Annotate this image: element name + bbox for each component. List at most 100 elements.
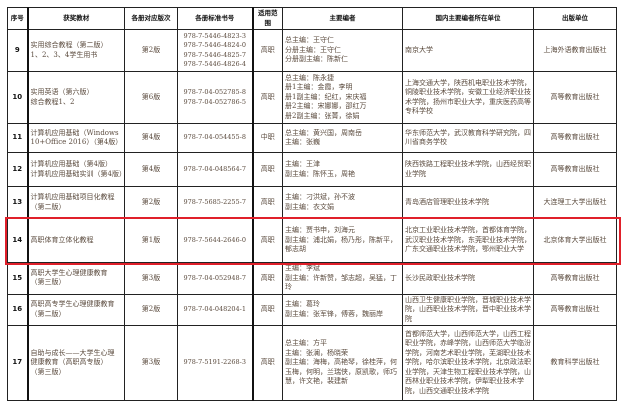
units-text: 北京工业职业技术学院，首都体育学院，武汉职业技术学院，东莞职业技术学院，广东交通… <box>405 226 531 254</box>
scope: 高职 <box>251 152 283 187</box>
publisher-text: 高等教育出版社 <box>550 133 600 142</box>
title-line: 计算机应用基础（第4版） <box>30 160 112 168</box>
row-number-text: 17 <box>12 358 23 367</box>
row-number: 12 <box>7 152 28 187</box>
scope: 高职 <box>251 71 283 124</box>
title-line: 1、2、3、4学生用书 <box>30 50 98 59</box>
row-number: 11 <box>7 123 28 153</box>
isbn-line: 978-7-04-054455-8 <box>183 133 247 142</box>
editors-line: 总主编：黄兴国，周南岳 <box>285 128 362 137</box>
isbn-line: 978-7-5446-4826-4 <box>183 60 247 68</box>
units-text: 华东师范大学，武汉教育科学研究院，四川省商务学校 <box>405 128 531 147</box>
publisher: 上海外语教育出版社 <box>533 29 617 72</box>
row-number: 17 <box>7 325 28 401</box>
editors-line: 副主编：浦北娟，杨乃彤，陈新平，郁志胡 <box>285 235 397 254</box>
table-row: 12 计算机应用基础（第4版） 计算机应用基础实训（第4版） 第4版 978-7-04-… <box>7 152 617 187</box>
editors: 主编：王津 副主编：陈怀玉，周艳 <box>282 152 403 187</box>
edition-text: 第4版 <box>141 133 161 142</box>
edition-text: 第2版 <box>141 45 161 54</box>
publisher-text: 高等教育出版社 <box>550 305 600 313</box>
isbn: 978-7-5644-2646-0 <box>177 218 253 263</box>
scope-text: 高职 <box>260 45 275 54</box>
edition: 第2版 <box>124 29 178 72</box>
edition-text: 第4版 <box>141 164 161 173</box>
units-text: 首都师范大学，山西师范大学，山西工程职业学院，赤峰学院，山西师范大学临汾学院，河… <box>405 329 531 395</box>
publisher: 大连理工大学出版社 <box>533 186 617 219</box>
textbook-title: 计算机应用基础项目化教程 （第二版） <box>26 186 125 219</box>
title-line: 高职大学生心理健康教育 <box>30 268 108 277</box>
title-line: 10+Office 2016）（第4版） <box>30 138 123 146</box>
header-row: 序号 获奖教材 各册对应版次 各册标准书号 适用范围 主要编者 国内主要编者所在… <box>7 7 617 30</box>
row-number: 15 <box>7 262 28 295</box>
units: 山西卫生健康职业学院，晋城职业技术学院，山西职业技术学院，晋中职业技术学院 <box>402 293 534 326</box>
row-number-text: 9 <box>14 45 20 54</box>
edition: 第3版 <box>124 325 178 401</box>
isbn-line: 978-7-04-052786-5 <box>183 97 247 106</box>
editors-line: 分册副主编：陈新仁 <box>285 55 348 64</box>
editors-line: 分册主编：王守仁 <box>285 45 341 54</box>
isbn: 978-7-04-052948-7 <box>177 262 253 295</box>
edition-text: 第1版 <box>141 235 161 244</box>
title-line: 计算机应用基础项目化教程 <box>30 193 115 201</box>
isbn: 978-7-5685-2255-7 <box>177 186 253 219</box>
editors: 主编：刁洪斌，孙不波 副主编：衣文娟 <box>282 186 403 219</box>
editors-line: 主编：王津 <box>285 160 320 168</box>
units-text: 陕西铁路工程职业技术学院，山西经贸职业学院 <box>405 160 531 178</box>
row-number: 9 <box>7 29 28 72</box>
textbook-title: 高职体育立体化教程 <box>26 218 125 263</box>
editors-line: 册2主编：宋娜娜，邵红万 <box>285 102 367 111</box>
publisher-text: 教育科学出版社 <box>550 358 600 367</box>
scope-text: 高职 <box>260 305 275 313</box>
publisher: 高等教育出版社 <box>533 293 617 326</box>
title-line: （第二版） <box>30 202 66 211</box>
editors: 总主编：王守仁 分册主编：王守仁 分册副主编：陈新仁 <box>282 29 403 72</box>
publisher-text: 高等教育出版社 <box>550 273 600 282</box>
textbook-title: 高职高专学生心理健康教育 （第二版） <box>26 293 125 326</box>
row-number: 14 <box>7 218 28 263</box>
editors-line: 主编：贾书申，刘海元 <box>285 226 355 235</box>
scope: 高职 <box>251 293 283 326</box>
title-line: 实用英语（第六版） <box>30 88 94 96</box>
edition-text: 第3版 <box>141 358 161 367</box>
units: 南京大学 <box>402 29 534 72</box>
header-isbn: 各册标准书号 <box>177 7 253 30</box>
header-scope: 适用范围 <box>251 7 283 30</box>
row-number: 13 <box>7 186 28 219</box>
edition-text: 第3版 <box>141 273 161 282</box>
textbook-title: 实用英语（第六版） 综合教程1、2 <box>26 71 125 124</box>
title-line: 实用综合教程（第二版） <box>30 41 108 49</box>
publisher: 北京体育大学出版社 <box>533 218 617 263</box>
textbook-title: 自助与成长——大学生心理 健康教育（高职高专版） （第三版） <box>26 325 125 401</box>
edition: 第1版 <box>124 218 178 263</box>
isbn-line: 978-7-5191-2268-3 <box>183 358 247 367</box>
editors: 主编：葛玲 副主编：张军锋，傅蓉，魏丽岸 <box>282 293 403 326</box>
editors-line: 副主编：张军锋，傅蓉，魏丽岸 <box>285 309 383 318</box>
editors: 总主编：黄兴国，周南岳 主编：张巍 <box>282 123 403 153</box>
publisher-text: 高等教育出版社 <box>550 92 600 101</box>
editors: 主编：贾书申，刘海元 副主编：浦北娟，杨乃彤，陈新平，郁志胡 <box>282 218 403 263</box>
header-title: 获奖教材 <box>26 7 125 30</box>
units-text: 上海交通大学，陕西机电职业技术学院，铜陵职业技术学院，安徽工业经济职业技术学院，… <box>405 78 531 116</box>
title-line: （第二版） <box>30 309 66 318</box>
table-row: 13 计算机应用基础项目化教程 （第二版） 第2版 978-7-5685-2255-7 高… <box>7 186 617 219</box>
editors: 总主编：陈永捷 册1主编：金霞，李明 册1副主编：纪红，宋庆福 册2主编：宋娜娜，邵红… <box>282 71 403 124</box>
units: 青岛酒店管理职业技术学院 <box>402 186 534 219</box>
editors-line: 副主编：陈怀玉，周艳 <box>285 169 355 178</box>
editors-line: 主编：葛玲 <box>285 300 320 309</box>
title-line: 计算机应用基础（Windows <box>30 128 119 137</box>
editors-line: 副主编：许新赞，邹志超，吴猛，丁玲 <box>285 273 397 292</box>
editors-line: 主编：刁洪斌，孙不波 <box>285 193 355 201</box>
units-text: 山西卫生健康职业学院，晋城职业技术学院，山西职业技术学院，晋中职业技术学院 <box>405 295 531 323</box>
isbn-line: 978-7-5446-4824-0 <box>183 41 247 49</box>
row-number-text: 13 <box>12 197 23 206</box>
edition: 第2版 <box>124 293 178 326</box>
scope: 高职 <box>251 325 283 401</box>
textbook-title: 计算机应用基础（第4版） 计算机应用基础实训（第4版） <box>26 152 125 187</box>
table-row: 9 实用综合教程（第二版） 1、2、3、4学生用书 第2版 978-7-5446-482… <box>7 29 617 72</box>
isbn-line: 978-7-5446-4825-7 <box>183 50 247 59</box>
units: 上海交通大学，陕西机电职业技术学院，铜陵职业技术学院，安徽工业经济职业技术学院，… <box>402 71 534 124</box>
textbook-title: 高职大学生心理健康教育 （第三版） <box>26 262 125 295</box>
scope-text: 高职 <box>260 197 275 206</box>
editors: 总主编：方平 主编：张澜，杨晓荣 副主编：海梅，高艳琴，徐桂萍，何玉梅，何明，兰瑞侠… <box>282 325 403 401</box>
isbn: 978-7-5191-2268-3 <box>177 325 253 401</box>
